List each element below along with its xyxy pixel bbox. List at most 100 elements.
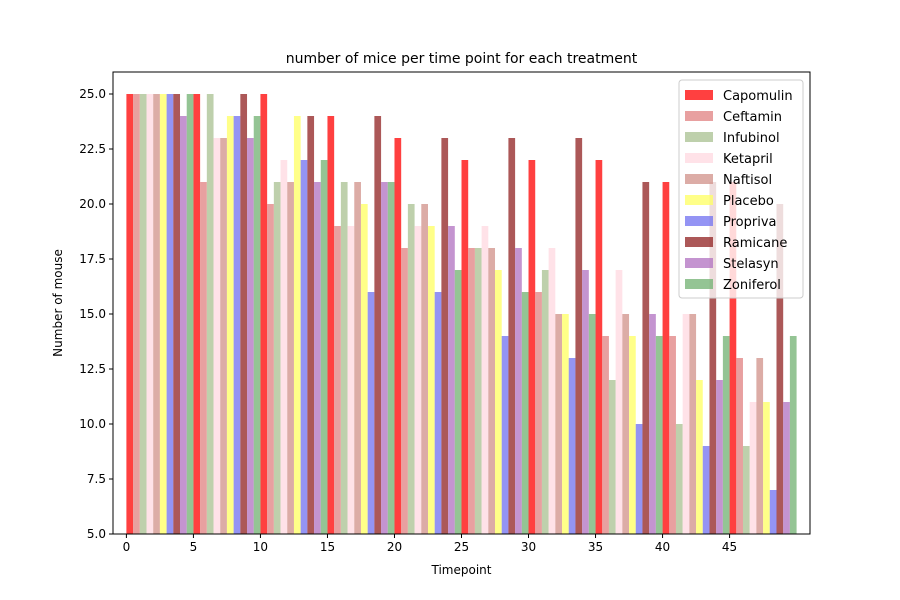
bar-infubinol-15 [340, 182, 348, 534]
bar-placebo-30 [562, 314, 569, 534]
bar-stelasyn-45 [783, 402, 790, 534]
y-tick-label: 17.5 [79, 252, 106, 266]
bar-ketapril-10 [280, 160, 288, 534]
bar-stelasyn-30 [582, 270, 589, 534]
bar-ceftamin-15 [334, 226, 341, 534]
bar-naftisol-15 [354, 182, 361, 534]
bar-naftisol-0 [153, 94, 160, 534]
x-tick-label: 10 [253, 540, 268, 554]
bar-ketapril-20 [414, 226, 422, 534]
y-tick-label: 10.0 [79, 417, 106, 431]
legend-swatch-ramicane [685, 237, 713, 247]
y-tick-label: 25.0 [79, 87, 106, 101]
x-tick-label: 0 [123, 540, 131, 554]
bar-ceftamin-45 [736, 358, 743, 534]
x-tick-label: 35 [588, 540, 603, 554]
bar-capomulin-10 [260, 94, 268, 534]
bar-placebo-45 [763, 402, 770, 534]
bar-infubinol-0 [139, 94, 147, 534]
bar-zoniferol-35 [655, 336, 663, 534]
bar-ramicane-10 [307, 116, 315, 534]
bar-zoniferol-30 [588, 314, 596, 534]
bar-placebo-5 [226, 116, 234, 534]
bar-stelasyn-15 [381, 182, 388, 534]
bar-capomulin-15 [327, 116, 335, 534]
bar-ketapril-35 [615, 270, 623, 534]
legend-swatch-stelasyn [685, 258, 713, 268]
bar-capomulin-5 [193, 94, 201, 534]
legend-label-placebo: Placebo [723, 194, 774, 209]
bar-ketapril-25 [481, 226, 489, 534]
bar-capomulin-25 [461, 160, 469, 534]
y-tick-label: 15.0 [79, 307, 106, 321]
bar-ketapril-15 [347, 226, 355, 534]
legend-swatch-naftisol [685, 174, 713, 184]
bar-zoniferol-15 [387, 182, 395, 534]
legend-label-capomulin: Capomulin [723, 89, 793, 104]
bar-infubinol-30 [541, 270, 549, 534]
bar-ramicane-5 [240, 94, 248, 534]
legend-label-zoniferol: Zoniferol [723, 278, 781, 293]
bar-infubinol-5 [206, 94, 214, 534]
bar-ceftamin-35 [602, 336, 609, 534]
bar-ketapril-30 [548, 248, 556, 534]
bar-placebo-40 [696, 380, 703, 534]
x-tick-label: 30 [521, 540, 536, 554]
bar-ketapril-5 [213, 138, 221, 534]
x-tick-label: 15 [320, 540, 335, 554]
bar-zoniferol-25 [521, 292, 529, 534]
legend-label-ramicane: Ramicane [723, 236, 787, 251]
x-tick-label: 45 [722, 540, 737, 554]
bar-stelasyn-40 [716, 380, 723, 534]
bar-zoniferol-45 [789, 336, 797, 534]
bar-naftisol-40 [689, 314, 697, 534]
x-tick-label: 25 [454, 540, 469, 554]
bar-naftisol-25 [488, 248, 496, 534]
bar-naftisol-5 [220, 138, 227, 534]
x-axis-label: Timepoint [431, 563, 492, 577]
bar-stelasyn-10 [314, 182, 321, 534]
bar-infubinol-20 [407, 204, 415, 534]
bar-capomulin-20 [394, 138, 402, 534]
bar-naftisol-35 [622, 314, 630, 534]
legend-swatch-capomulin [685, 90, 713, 100]
legend: Capomulin Ceftamin Infubinol Ketapril Naftis… [678, 79, 804, 299]
bar-propriva-5 [233, 116, 241, 534]
bar-propriva-30 [568, 358, 576, 534]
bar-ketapril-0 [146, 94, 154, 534]
bar-placebo-15 [360, 204, 368, 534]
legend-label-ceftamin: Ceftamin [723, 110, 782, 125]
bar-placebo-25 [495, 270, 502, 534]
bar-propriva-45 [769, 490, 777, 534]
bar-ketapril-45 [749, 402, 757, 534]
bar-naftisol-45 [756, 358, 764, 534]
bar-capomulin-40 [662, 182, 670, 534]
legend-label-ketapril: Ketapril [723, 152, 773, 167]
bar-placebo-20 [427, 226, 435, 534]
legend-swatch-ceftamin [685, 111, 713, 121]
bar-infubinol-35 [608, 380, 616, 534]
bar-capomulin-35 [595, 160, 603, 534]
bar-zoniferol-0 [186, 94, 194, 534]
y-axis-label: Number of mouse [51, 249, 65, 357]
bar-placebo-0 [159, 94, 167, 534]
bar-placebo-10 [293, 116, 301, 534]
y-tick-label: 12.5 [79, 362, 106, 376]
bar-ceftamin-10 [267, 204, 274, 534]
legend-label-infubinol: Infubinol [723, 131, 780, 146]
bar-stelasyn-25 [515, 248, 522, 534]
plot-frame [112, 71, 811, 535]
bar-ramicane-45 [776, 204, 784, 534]
bar-zoniferol-5 [253, 116, 261, 534]
x-tick-label: 20 [387, 540, 402, 554]
legend-swatch-ketapril [685, 153, 713, 163]
legend-swatch-placebo [685, 195, 713, 205]
bar-propriva-35 [635, 424, 643, 534]
bar-propriva-20 [434, 292, 442, 534]
bar-ceftamin-40 [669, 336, 676, 534]
bar-naftisol-30 [555, 314, 563, 534]
bar-ramicane-15 [374, 116, 382, 534]
bar-ceftamin-25 [468, 248, 475, 534]
bar-zoniferol-40 [722, 336, 730, 534]
